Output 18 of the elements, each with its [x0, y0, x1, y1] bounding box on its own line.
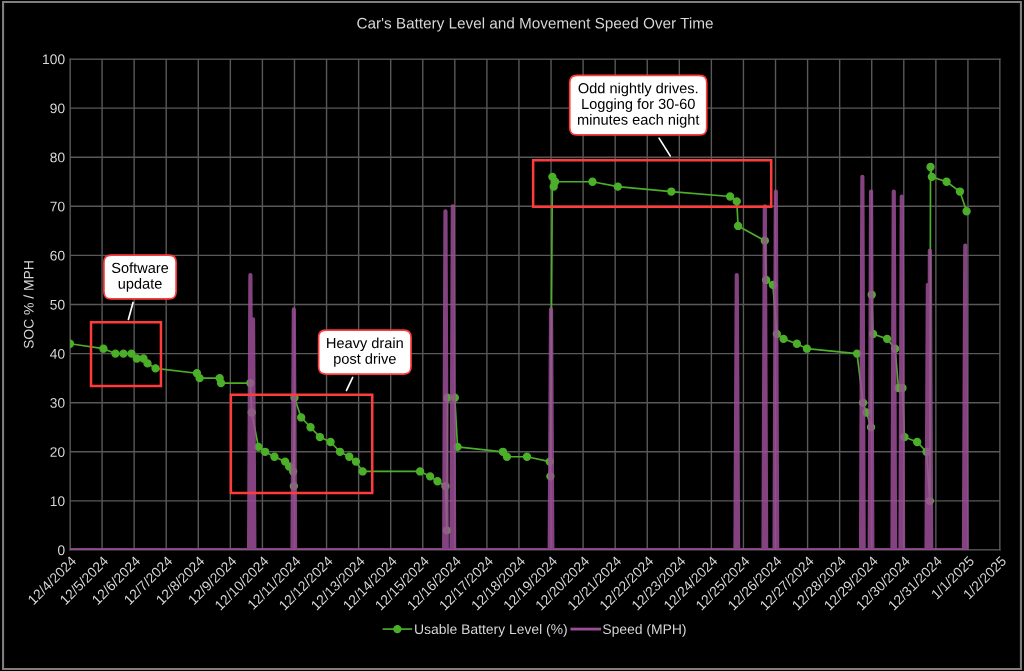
- annotation: Software update: [111, 262, 169, 292]
- y-tick-label: 50: [50, 299, 65, 310]
- y-tick-label: 0: [57, 545, 65, 556]
- annotation: Odd nightly drives. Logging for 30-60 minutes each night: [578, 82, 700, 128]
- chart-title: Car's Battery Level and Movement Speed Over Time: [357, 17, 713, 32]
- y-tick-label: 80: [50, 152, 65, 163]
- y-tick-label: 30: [50, 398, 65, 408]
- y-tick-label: 40: [50, 348, 65, 359]
- y-tick-label: 90: [50, 103, 65, 114]
- y-tick-label: 60: [50, 250, 65, 261]
- y-axis-title: SOC % / MPH: [23, 261, 34, 349]
- y-tick-label: 70: [50, 201, 65, 212]
- y-tick-label: 100: [43, 54, 65, 65]
- legend-label: Usable Battery Level (%): [415, 623, 567, 637]
- annotation: Heavy drain post drive: [327, 337, 403, 367]
- y-tick-label: 20: [50, 447, 65, 457]
- y-tick-label: 10: [50, 496, 65, 507]
- legend-label: Speed (MPH): [603, 623, 686, 637]
